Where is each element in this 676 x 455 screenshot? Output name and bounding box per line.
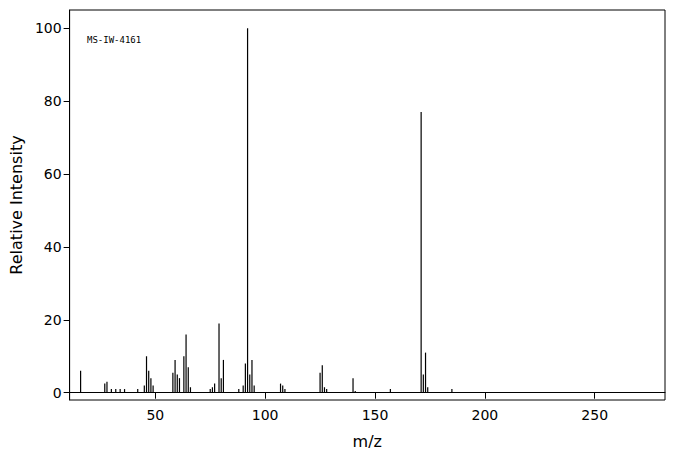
svg-text:40: 40 — [44, 239, 62, 255]
svg-text:MS-IW-4161: MS-IW-4161 — [87, 35, 141, 45]
svg-text:20: 20 — [44, 312, 62, 328]
svg-text:80: 80 — [44, 93, 62, 109]
svg-text:m/z: m/z — [353, 432, 382, 451]
svg-text:100: 100 — [252, 407, 279, 423]
svg-text:200: 200 — [471, 407, 498, 423]
svg-text:250: 250 — [581, 407, 608, 423]
svg-text:60: 60 — [44, 166, 62, 182]
svg-text:150: 150 — [362, 407, 389, 423]
svg-text:0: 0 — [53, 385, 62, 401]
svg-text:100: 100 — [35, 20, 62, 36]
svg-text:Relative Intensity: Relative Intensity — [7, 135, 26, 274]
svg-text:50: 50 — [146, 407, 164, 423]
